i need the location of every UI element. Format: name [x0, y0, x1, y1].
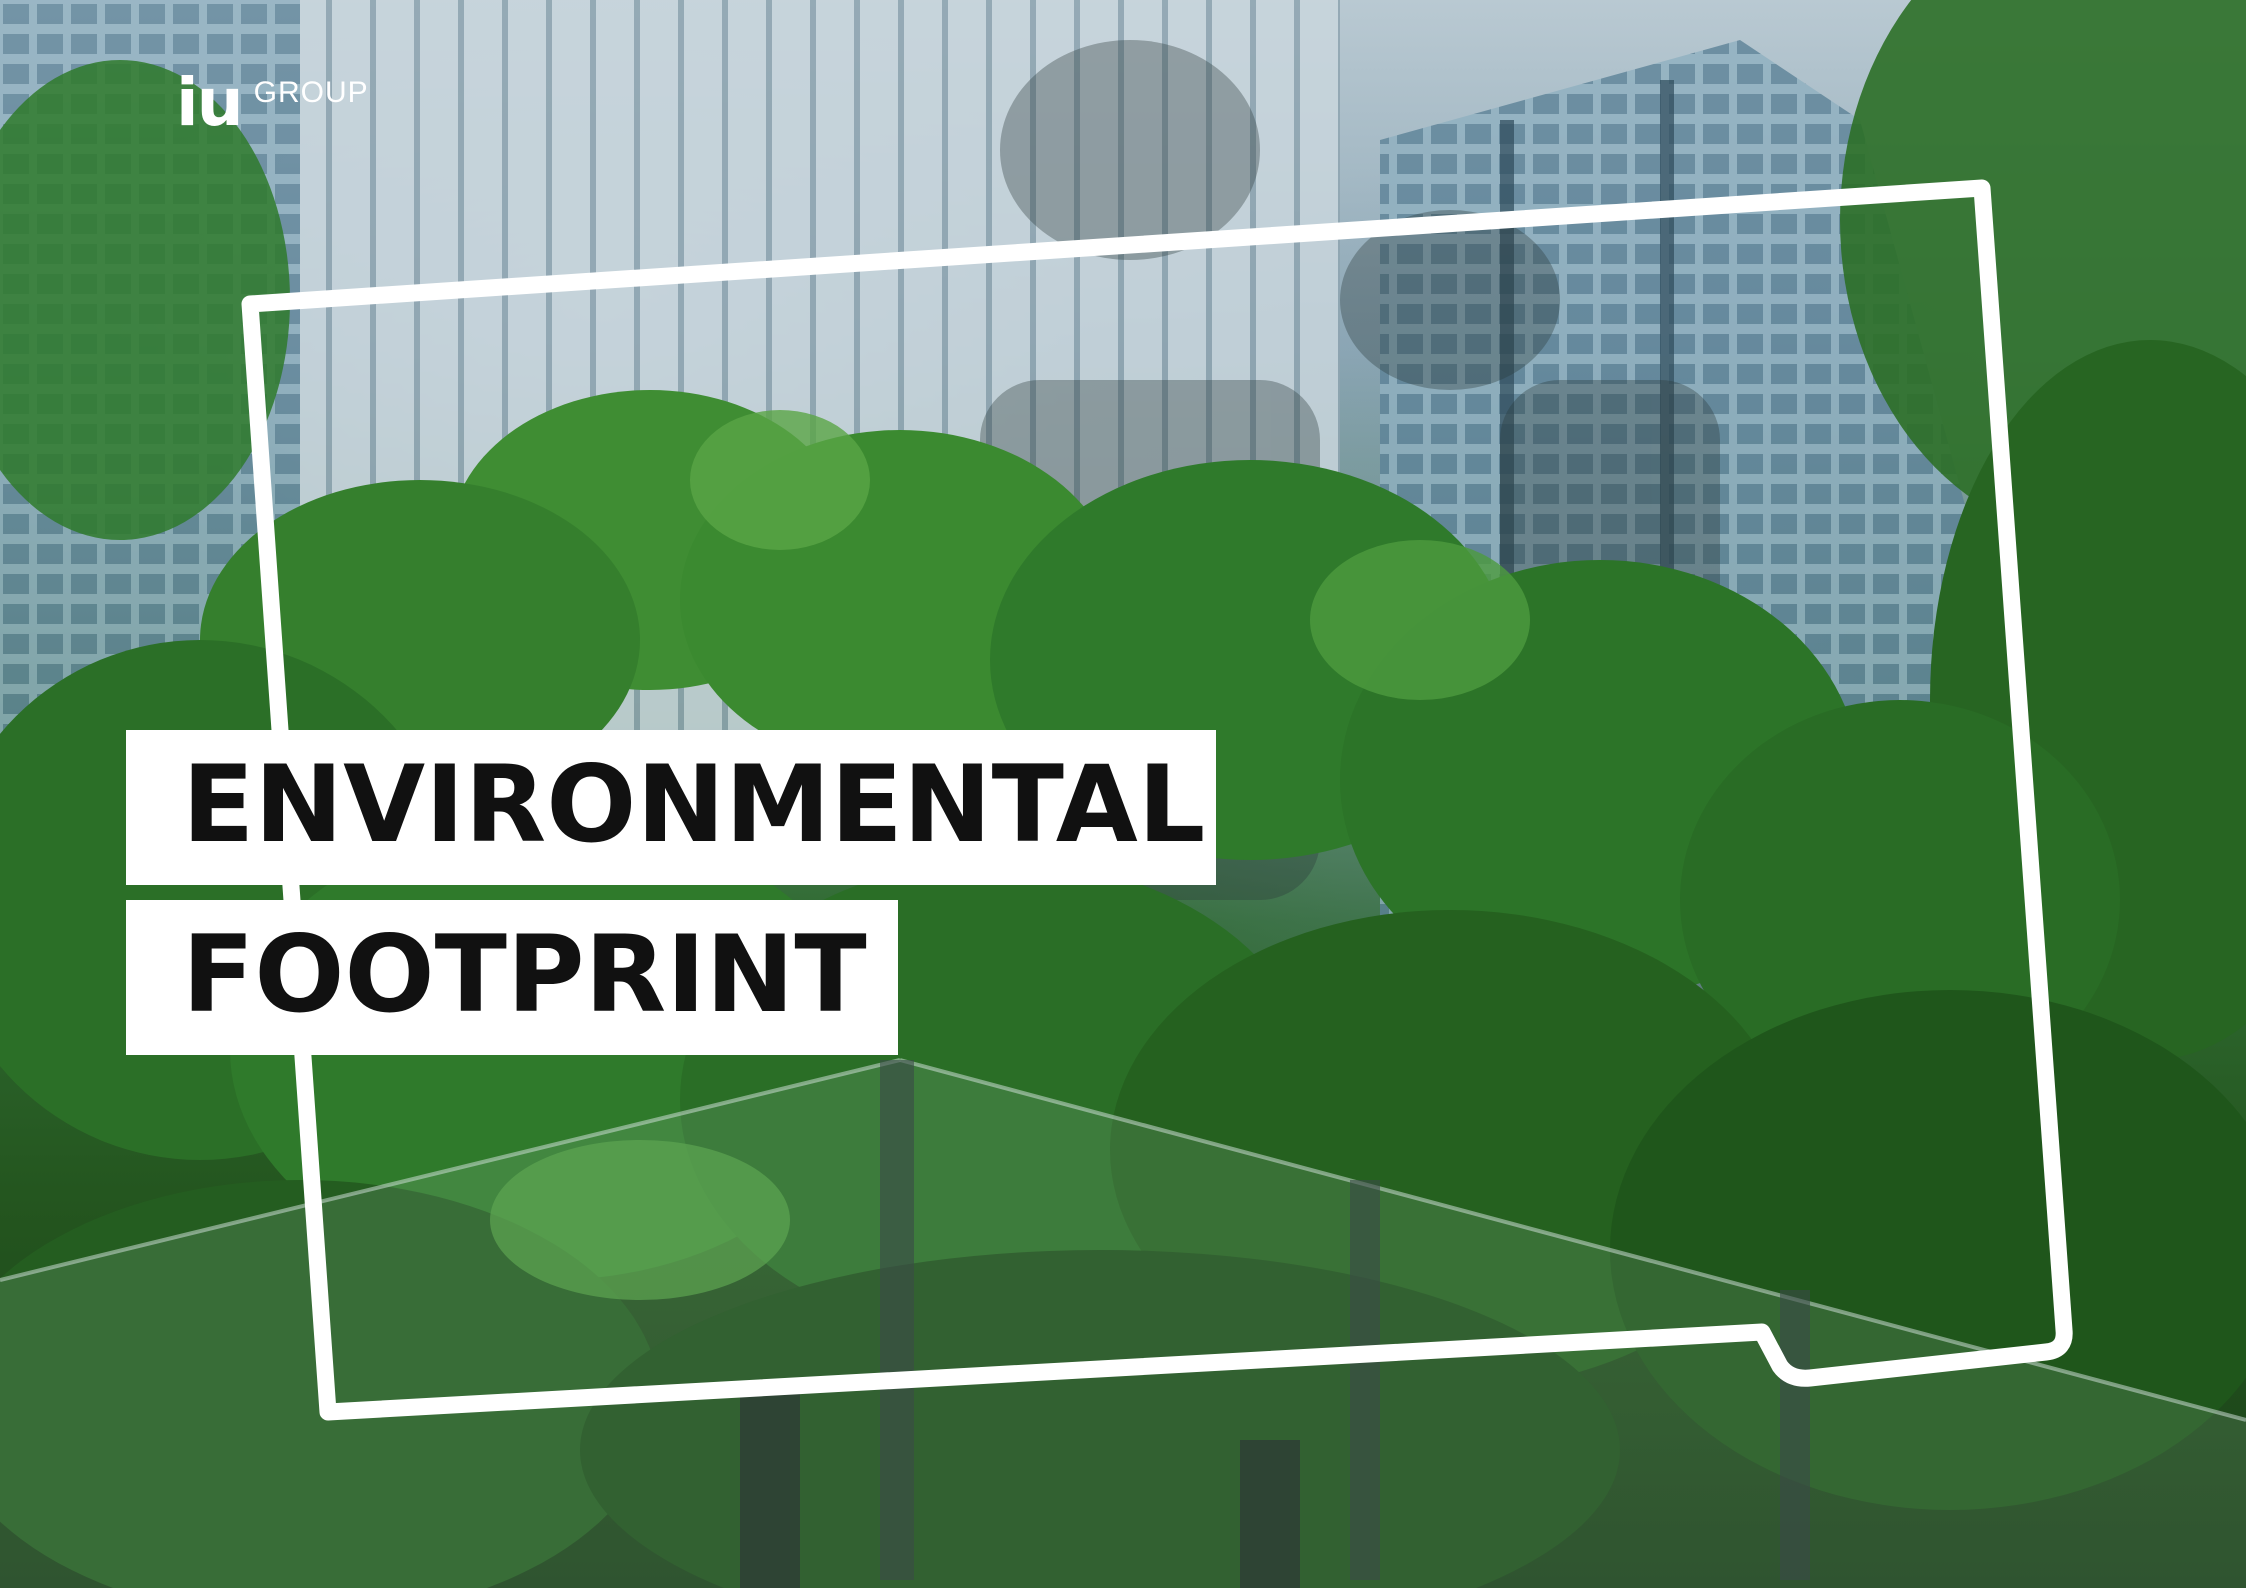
title-line-1: ENVIRONMENTAL	[126, 730, 1216, 885]
company-logo: iu GROUP	[176, 70, 369, 136]
glass-railing	[0, 1058, 2246, 1588]
logo-mark: iu	[176, 64, 244, 141]
title-line-2: FOOTPRINT	[126, 900, 898, 1055]
logo-word: GROUP	[253, 76, 369, 109]
decorative-frame	[241, 179, 2073, 1421]
